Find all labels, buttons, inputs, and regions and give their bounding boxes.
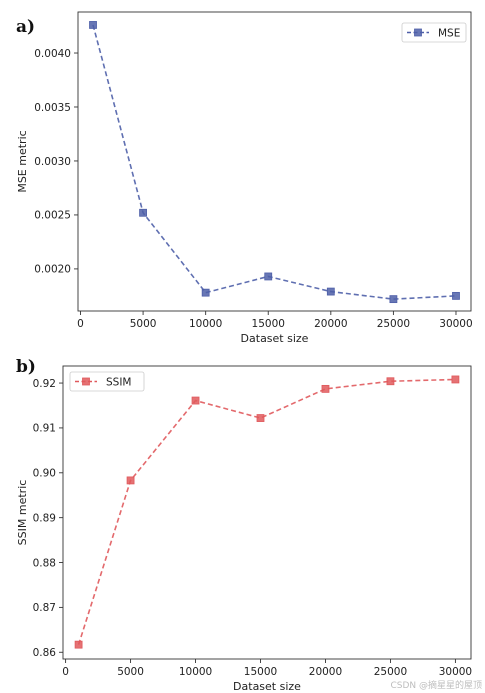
series-line-mse — [92, 24, 457, 300]
plot-frame — [62, 365, 472, 660]
data-point — [256, 414, 265, 422]
y-tick-label: 0.86 — [33, 647, 57, 659]
data-point — [321, 384, 330, 393]
data-point — [126, 476, 135, 485]
data-point — [326, 287, 335, 296]
x-tick-label: 25000 — [374, 666, 407, 678]
data-point — [451, 375, 460, 384]
data-point — [89, 21, 97, 29]
data-point — [389, 295, 398, 304]
x-tick-label: 20000 — [314, 318, 347, 330]
legend: MSE — [401, 22, 467, 43]
legend: SSIM — [69, 371, 145, 392]
x-axis-label: Dataset size — [241, 332, 309, 345]
data-point — [264, 272, 273, 281]
legend-marker — [82, 377, 90, 386]
x-axis-label: Dataset size — [233, 680, 301, 693]
y-tick-label: 0.0025 — [34, 210, 71, 222]
y-tick-label: 0.91 — [33, 423, 56, 435]
y-tick-label: 0.0030 — [34, 156, 71, 168]
data-point — [452, 291, 460, 300]
x-tick-label: 15000 — [252, 318, 285, 330]
x-tick-label: 0 — [62, 666, 69, 678]
panel-label: b) — [16, 357, 36, 377]
y-tick-label: 0.0020 — [34, 264, 71, 276]
chart-panel-1: a) 0 5000 10000 15000 20000 25000 30000 0.0020 0.… — [16, 11, 473, 345]
y-tick-label: 0.88 — [33, 557, 56, 569]
y-axis-label: MSE metric — [16, 130, 29, 192]
y-tick-label: 0.0035 — [34, 102, 71, 114]
legend-box — [69, 371, 145, 392]
x-tick-label: 25000 — [377, 318, 410, 330]
x-tick-label: 30000 — [439, 666, 472, 678]
panel-label: a) — [16, 17, 35, 37]
data-point — [201, 288, 210, 297]
y-tick-label: 0.87 — [33, 602, 56, 614]
plot-frame — [77, 11, 472, 312]
y-tick-label: 0.0040 — [34, 48, 71, 60]
data-point — [386, 377, 395, 386]
chart-panel-2: b) 0 5000 10000 15000 20000 25000 30000 0.86 0.87… — [16, 357, 472, 693]
x-tick-label: 15000 — [244, 666, 277, 678]
y-tick-label: 0.92 — [33, 378, 56, 390]
x-tick-label: 20000 — [309, 666, 342, 678]
legend-label: MSE — [438, 27, 460, 39]
data-point — [74, 640, 83, 649]
x-tick-label: 0 — [77, 318, 84, 330]
x-tick-label: 10000 — [179, 666, 212, 678]
legend-box — [401, 22, 467, 43]
x-tick-label: 5000 — [117, 666, 144, 678]
x-tick-label: 5000 — [130, 318, 157, 330]
x-tick-label: 30000 — [439, 318, 472, 330]
y-axis-label: SSIM metric — [16, 480, 29, 546]
x-tick-label: 10000 — [189, 318, 222, 330]
data-point — [139, 208, 147, 217]
series-line-ssim — [77, 378, 456, 645]
watermark-text: CSDN @摘星星的屋顶 — [390, 679, 482, 691]
legend-marker — [414, 28, 422, 37]
legend-label: SSIM — [106, 376, 132, 388]
data-point — [191, 396, 200, 405]
y-tick-label: 0.90 — [33, 468, 56, 480]
y-tick-label: 0.89 — [33, 512, 56, 524]
